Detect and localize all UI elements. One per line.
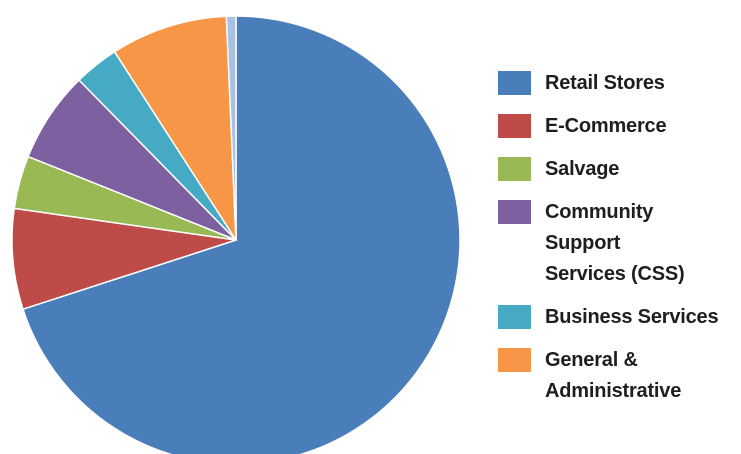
pie-slice-6 — [225, 15, 237, 241]
legend-label: Salvage — [545, 158, 620, 180]
legend-item-salvage: Salvage — [498, 154, 718, 185]
legend-swatch — [498, 348, 531, 372]
legend-label: Business Services — [545, 306, 719, 328]
legend-swatch — [498, 157, 531, 181]
legend-item-general-administrative: General & Administrative — [498, 345, 718, 407]
pie-slice-5 — [113, 15, 237, 241]
legend-swatch — [498, 114, 531, 138]
legend-label: Retail Stores — [545, 72, 665, 94]
legend-label: Community Support Services (CSS) — [545, 201, 685, 285]
pie-chart — [11, 15, 461, 454]
legend-label: General & Administrative — [545, 349, 682, 402]
legend: Retail Stores E-Commerce Salvage Communi… — [498, 68, 719, 419]
pie-slice-1 — [11, 207, 237, 310]
legend-item-business-services: Business Services — [498, 302, 719, 333]
legend-swatch — [498, 200, 531, 224]
pie-slice-0 — [22, 15, 461, 454]
legend-item-community-support-services: Community Support Services (CSS) — [498, 197, 718, 290]
legend-label: E-Commerce — [545, 115, 667, 137]
legend-swatch — [498, 305, 531, 329]
legend-item-retail-stores: Retail Stores — [498, 68, 718, 99]
legend-swatch — [498, 71, 531, 95]
legend-item-e-commerce: E-Commerce — [498, 111, 718, 142]
